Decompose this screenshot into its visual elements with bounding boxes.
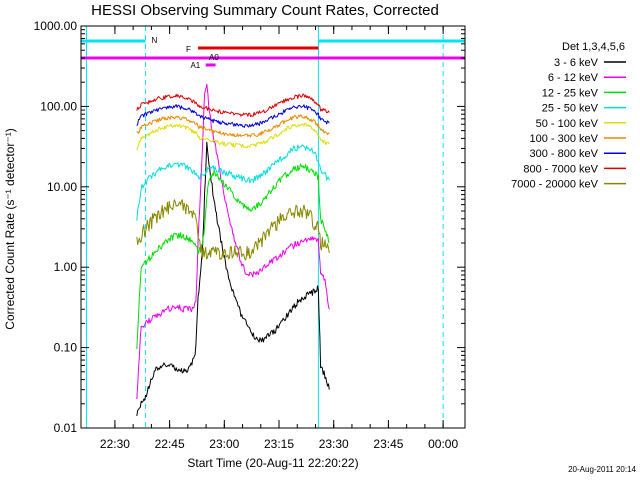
legend-entry-label: 100 - 300 keV [530, 133, 599, 145]
y-tick-label: 10.00 [47, 180, 77, 194]
legend-entry-label: 7000 - 20000 keV [511, 179, 599, 191]
y-tick-label: 100.00 [40, 99, 77, 113]
series-line [136, 83, 330, 400]
series-line [136, 104, 330, 128]
legend-entry-label: 50 - 100 keV [536, 118, 599, 130]
x-tick-label: 00:00 [428, 437, 458, 451]
y-tick-label: 1000.00 [34, 19, 78, 33]
legend-entry-label: 800 - 7000 keV [523, 163, 598, 175]
legend: 3 - 6 keV 6 - 12 keV 12 - 25 keV 25 - 50 ke… [511, 57, 626, 191]
x-tick-label: 22:30 [100, 437, 130, 451]
series-line [136, 141, 330, 416]
legend-entry-label: 25 - 50 keV [542, 103, 599, 115]
attenuator-a1-label: A1 [190, 61, 200, 70]
x-axis-ticks: 22:30 22:45 23:00 23:15 23:30 23:45 00:00 [100, 26, 458, 451]
x-tick-label: 23:00 [209, 437, 239, 451]
x-tick-label: 22:45 [155, 437, 185, 451]
y-tick-label: 0.01 [54, 421, 78, 435]
night-label: N [152, 36, 158, 45]
x-tick-label: 23:30 [319, 437, 349, 451]
series-line [136, 163, 330, 350]
series-line [136, 199, 330, 261]
footer-timestamp: 20-Aug-2011 20:14 [568, 465, 636, 474]
chart-title: HESSI Observing Summary Count Rates, Cor… [91, 2, 439, 19]
flare-label: F [186, 45, 191, 54]
x-axis-label: Start Time (20-Aug-11 22:20:22) [187, 456, 358, 470]
x-tick-label: 23:45 [373, 437, 403, 451]
series-line [136, 144, 330, 221]
y-tick-label: 1.00 [54, 260, 78, 274]
attenuator-a0-label: A0 [209, 53, 219, 62]
y-tick-label: 0.10 [54, 341, 78, 355]
legend-entry-label: 6 - 12 keV [548, 72, 599, 84]
legend-entry-label: 3 - 6 keV [554, 57, 599, 69]
series-line [136, 114, 330, 138]
legend-entry-label: 12 - 25 keV [542, 87, 599, 99]
plot-frame [80, 25, 466, 429]
y-axis-label: Corrected Count Rate (s⁻¹ detector⁻¹) [3, 128, 17, 329]
legend-entry-label: 300 - 800 keV [530, 148, 599, 160]
x-tick-label: 23:15 [264, 437, 294, 451]
series-lines [136, 83, 330, 416]
y-axis-ticks: 0.01 0.10 1.00 10.00 100.00 1000.00 [34, 19, 465, 435]
series-line [136, 122, 330, 151]
attenuator-bars: N F A0 A1 [81, 36, 465, 70]
legend-title: Det 1,3,4,5,6 [562, 41, 625, 53]
series-line [136, 93, 330, 117]
